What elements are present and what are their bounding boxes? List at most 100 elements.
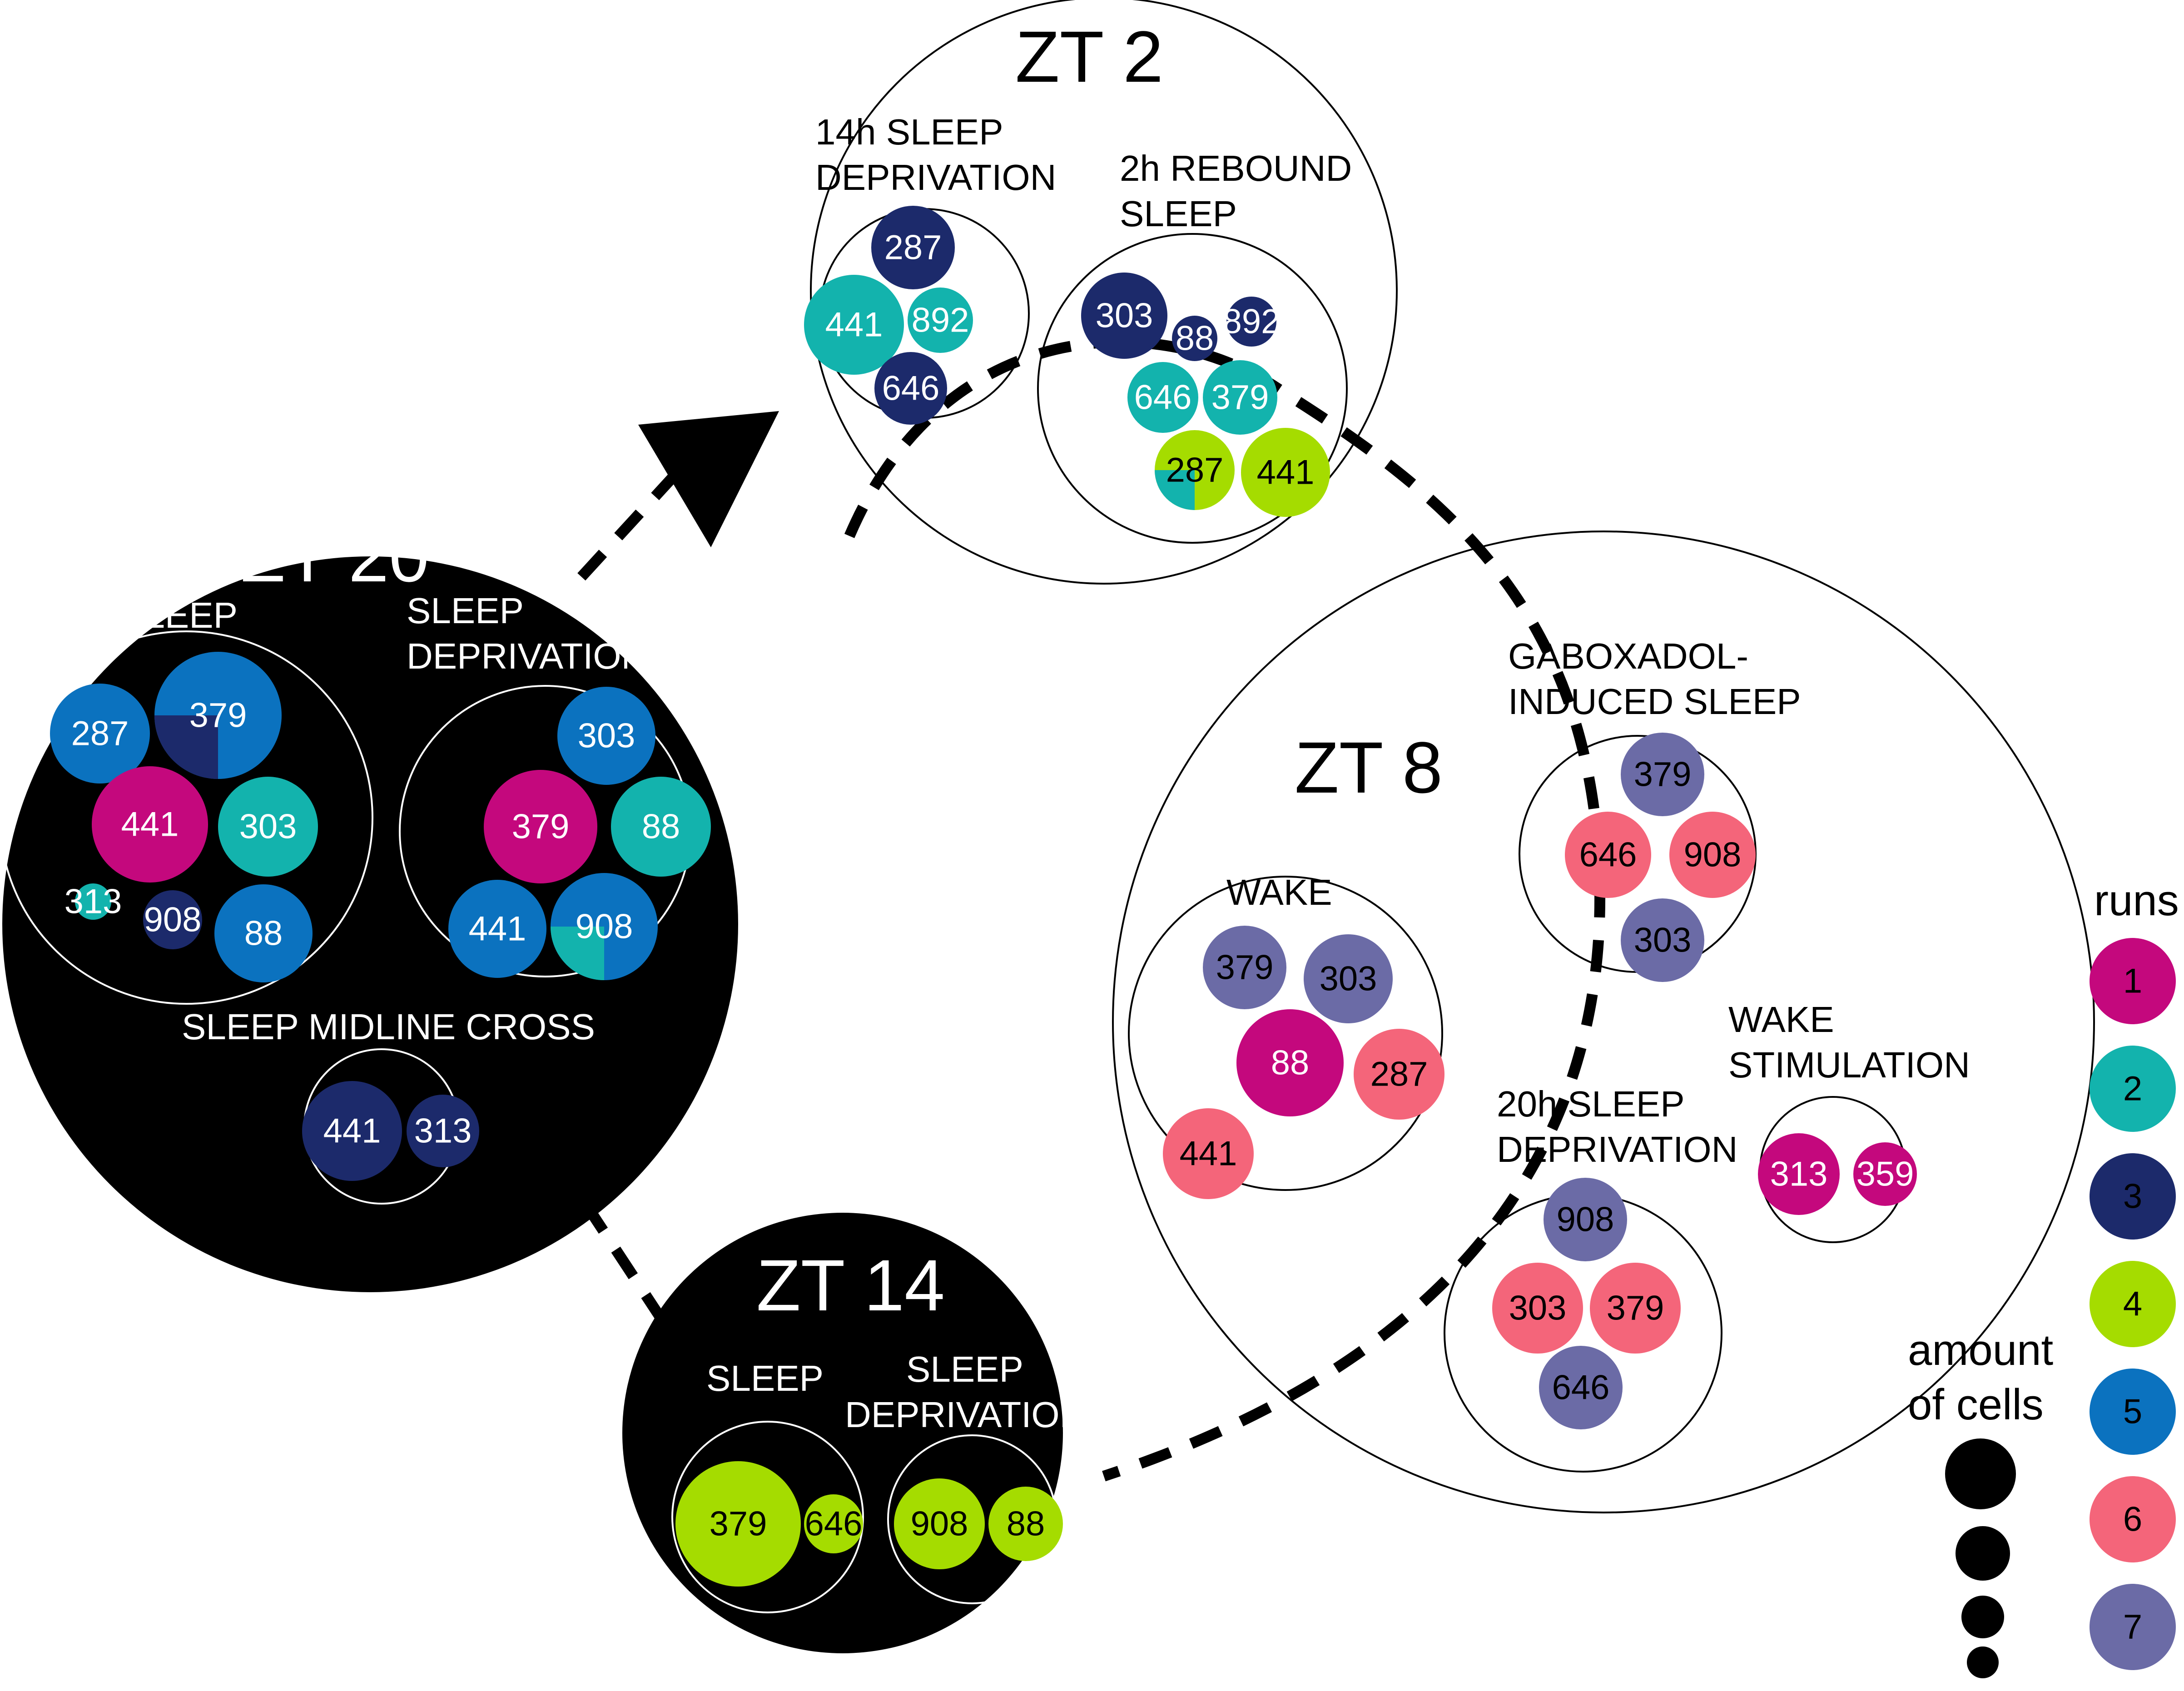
legend-run-label: 5 xyxy=(2123,1393,2142,1431)
cell-count-label: 646 xyxy=(805,1505,863,1543)
cell-count-label: 303 xyxy=(1320,960,1377,998)
cell-bubble xyxy=(302,1081,402,1181)
zt8-wake-label: WAKE xyxy=(1226,872,1332,912)
legend-run-swatch xyxy=(2090,1369,2176,1455)
zt2-rebound-label-line2: SLEEP xyxy=(1120,193,1237,234)
cell-count-label: 379 xyxy=(1607,1289,1664,1328)
zt14-sleep-bubbles: 379 646 xyxy=(675,1461,863,1587)
cell-count-label: 908 xyxy=(1557,1200,1614,1239)
cell-bubble xyxy=(1203,926,1286,1009)
zt20-sd-bubbles: 303 379 88 441 908 xyxy=(448,687,711,980)
cell-count-label: 379 xyxy=(512,808,570,846)
cell-count-label: 908 xyxy=(911,1505,968,1543)
cell-count-label: 646 xyxy=(1579,836,1637,874)
zt20-sleep-bubbles: 287 379 441 303 313 908 88 xyxy=(50,652,318,982)
cell-bubble xyxy=(804,1494,863,1553)
cell-count-label: 441 xyxy=(1257,453,1315,492)
cell-count-label: 88 xyxy=(1176,319,1214,358)
cell-bubble xyxy=(908,288,973,353)
zt14-sleep-group-circle xyxy=(671,1421,864,1613)
cell-bubble xyxy=(871,206,955,289)
cell-bubble-secondary-run xyxy=(1155,470,1195,510)
zt8-gaboxadol-label-line1: GABOXADOL- xyxy=(1508,636,1748,676)
cell-bubble xyxy=(143,890,202,949)
legend-runs-title: runs xyxy=(2094,876,2179,925)
legend-run-swatch xyxy=(2090,1153,2176,1240)
zt8-sd20-bubbles: 908 303 379 646 xyxy=(1492,1178,1681,1429)
cell-count-label: 88 xyxy=(1271,1044,1310,1082)
zt20-sd-label-line2: DEPRIVATION xyxy=(407,636,647,676)
zt20-sleep-group-circle xyxy=(0,630,373,1005)
cell-bubble xyxy=(1565,812,1651,898)
zt20-title: ZT 20 xyxy=(241,516,429,597)
cell-count-label: 88 xyxy=(244,914,283,953)
cell-count-label: 441 xyxy=(121,805,179,844)
cell-count-label: 303 xyxy=(1096,297,1153,335)
cell-count-label: 379 xyxy=(710,1505,767,1543)
cell-count-label: 303 xyxy=(1509,1289,1567,1328)
cell-bubble xyxy=(1544,1178,1627,1261)
cell-bubble xyxy=(1621,898,1704,982)
cell-count-label: 646 xyxy=(882,369,940,408)
cycle-dashed-path-zt14-zt20 xyxy=(545,1146,668,1325)
legend-runs: 1 2 3 4 5 6 7 xyxy=(2090,938,2176,1670)
cell-count-label: 379 xyxy=(1211,378,1269,417)
zt14-title: ZT 14 xyxy=(756,1245,945,1326)
cell-bubble xyxy=(1163,1108,1254,1199)
cell-bubble xyxy=(1590,1263,1681,1354)
zt8-title: ZT 8 xyxy=(1295,727,1443,808)
zt20-sleep-label: SLEEP xyxy=(120,595,238,635)
cell-count-label: 379 xyxy=(189,696,247,735)
cell-bubble xyxy=(804,275,904,375)
cell-count-label: 313 xyxy=(1770,1155,1828,1194)
zt20-midline-bubbles: 441 313 xyxy=(302,1081,479,1181)
zt20-midline-label: SLEEP MIDLINE CROSS xyxy=(182,1007,595,1047)
cell-bubble xyxy=(1241,428,1330,517)
cell-count-label: 287 xyxy=(1166,451,1224,490)
cell-bubble-secondary-run xyxy=(154,715,218,779)
cell-count-label: 908 xyxy=(576,907,633,946)
arrowhead-icon xyxy=(638,411,779,547)
zt2-rebound-group-circle xyxy=(1037,233,1348,544)
cell-bubble xyxy=(218,777,318,877)
cell-bubble xyxy=(1669,812,1756,898)
zt8-stim-bubbles: 313 359 xyxy=(1758,1133,1917,1215)
zt8-sd20-label-line1: 20h SLEEP xyxy=(1497,1084,1685,1124)
cell-count-label: 287 xyxy=(1370,1055,1428,1094)
cell-bubble xyxy=(1203,360,1277,435)
cell-bubble xyxy=(484,770,597,883)
cell-count-label: 287 xyxy=(884,228,942,267)
cell-count-label: 646 xyxy=(1552,1369,1610,1407)
cell-bubble xyxy=(1304,934,1393,1023)
zt2-sd14-label-line2: DEPRIVATION xyxy=(815,157,1056,198)
legend-run-label: 3 xyxy=(2123,1177,2142,1216)
cell-count-label: 379 xyxy=(1216,948,1274,987)
cell-count-label: 303 xyxy=(1634,921,1692,960)
cell-bubble xyxy=(1172,316,1217,361)
zt8-stim-label-line1: WAKE xyxy=(1728,999,1834,1040)
cell-bubble xyxy=(557,687,655,785)
zt14-sd-label-line2: DEPRIVATION xyxy=(845,1394,1086,1435)
legend-size-title-line2: of cells xyxy=(1908,1380,2044,1429)
cell-count-label: 441 xyxy=(469,910,526,948)
cell-bubble xyxy=(448,880,546,978)
zt8-gaboxadol-label-line2: INDUCED SLEEP xyxy=(1508,681,1801,722)
cell-count-label: 892 xyxy=(912,301,969,340)
zt2-rebound-bubbles: 303 88 892 646 379 287 441 xyxy=(1081,273,1330,517)
legend-run-swatch xyxy=(2090,938,2176,1024)
legend-size-small xyxy=(1961,1596,2004,1638)
cell-count-label: 441 xyxy=(323,1112,381,1150)
cell-bubble xyxy=(1127,362,1198,433)
cell-bubble xyxy=(894,1478,985,1569)
legend-run-label: 6 xyxy=(2123,1500,2142,1539)
cell-count-label: 313 xyxy=(414,1112,472,1150)
cell-count-label: 303 xyxy=(239,808,297,846)
zt8-circle xyxy=(1112,531,2095,1513)
zt2-sd14-label-line1: 14h SLEEP xyxy=(815,112,1003,152)
cell-bubble xyxy=(407,1095,479,1167)
legend-run-swatch xyxy=(2090,1476,2176,1562)
legend-size-medium xyxy=(1956,1526,2010,1581)
cell-count-label: 379 xyxy=(1634,755,1692,794)
cell-bubble xyxy=(874,352,947,425)
